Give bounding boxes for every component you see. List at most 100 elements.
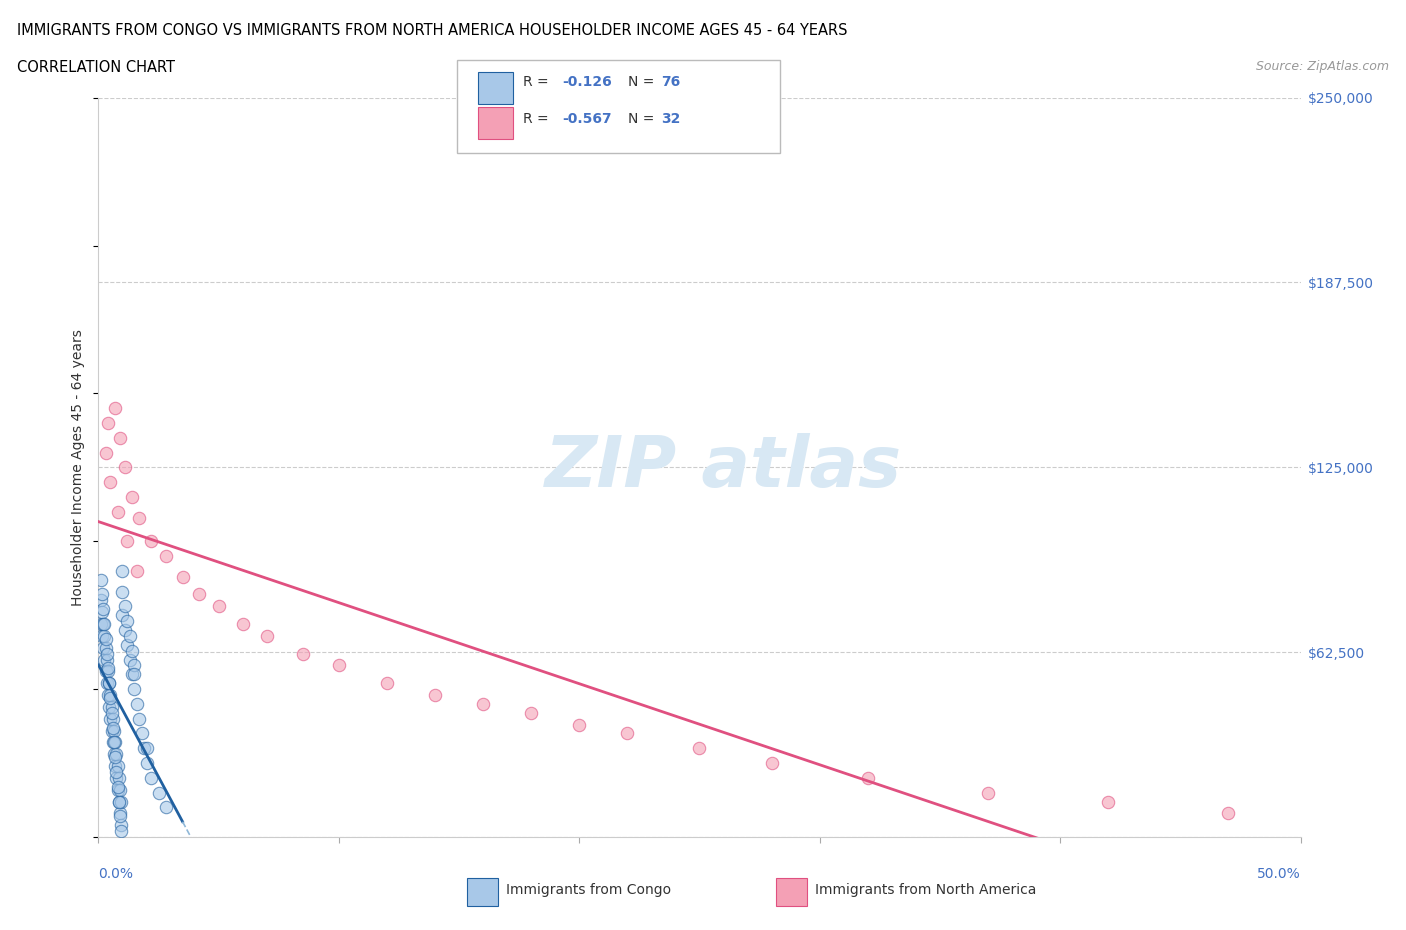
Point	[125, 564, 148, 578]
Point	[131, 726, 153, 741]
Point	[1097, 794, 1119, 809]
Point	[107, 779, 129, 794]
Text: R =: R =	[523, 75, 553, 89]
Point	[977, 785, 1000, 800]
Point	[110, 817, 132, 832]
Point	[105, 764, 128, 779]
Point	[90, 572, 112, 587]
Point	[616, 726, 638, 741]
Point	[110, 824, 132, 839]
Point	[108, 809, 131, 824]
Point	[91, 640, 114, 655]
Point	[94, 640, 117, 655]
Point	[761, 755, 783, 770]
Text: CORRELATION CHART: CORRELATION CHART	[17, 60, 174, 75]
Point	[100, 687, 122, 702]
Point	[103, 724, 125, 738]
Point	[100, 691, 122, 706]
Point	[103, 735, 125, 750]
Point	[117, 534, 139, 549]
Point	[856, 770, 879, 785]
Point	[520, 705, 543, 720]
Point	[135, 741, 157, 756]
Point	[103, 747, 125, 762]
Point	[128, 711, 150, 726]
Point	[117, 637, 139, 652]
Point	[135, 755, 157, 770]
Point	[104, 401, 127, 416]
Point	[98, 676, 121, 691]
Text: N =: N =	[628, 75, 659, 89]
Point	[111, 584, 134, 599]
Point	[90, 593, 112, 608]
Point	[232, 617, 254, 631]
Point	[121, 644, 143, 658]
Point	[96, 652, 118, 667]
Point	[117, 614, 139, 629]
Text: -0.126: -0.126	[562, 75, 612, 89]
Point	[93, 617, 115, 631]
Point	[111, 564, 134, 578]
Point	[375, 676, 398, 691]
Point	[689, 741, 711, 756]
Point	[98, 699, 121, 714]
Text: R =: R =	[523, 112, 553, 126]
Point	[91, 604, 114, 619]
Point	[91, 617, 114, 631]
Text: 50.0%: 50.0%	[1257, 867, 1301, 881]
Point	[104, 759, 127, 774]
Point	[188, 587, 211, 602]
Point	[100, 474, 122, 489]
Point	[104, 750, 127, 764]
Point	[124, 667, 146, 682]
Point	[105, 770, 128, 785]
Point	[155, 800, 177, 815]
Point	[110, 794, 132, 809]
Point	[141, 770, 163, 785]
Point	[108, 794, 131, 809]
Text: -0.567: -0.567	[562, 112, 612, 126]
Point	[91, 629, 114, 644]
Point	[101, 735, 124, 750]
Point	[104, 735, 127, 750]
Text: 76: 76	[661, 75, 681, 89]
Point	[118, 629, 141, 644]
Point	[108, 770, 131, 785]
Point	[107, 759, 129, 774]
Point	[108, 794, 131, 809]
Point	[155, 549, 177, 564]
Point	[107, 504, 129, 519]
Point	[141, 534, 163, 549]
Point	[568, 717, 591, 732]
Point	[172, 569, 194, 584]
Point	[108, 806, 131, 821]
Text: 32: 32	[661, 112, 681, 126]
Point	[132, 741, 155, 756]
Text: Source: ZipAtlas.com: Source: ZipAtlas.com	[1256, 60, 1389, 73]
Text: 0.0%: 0.0%	[98, 867, 134, 881]
Point	[90, 617, 112, 631]
Point	[208, 599, 231, 614]
Point	[125, 697, 148, 711]
Point	[96, 646, 118, 661]
Point	[114, 460, 136, 475]
Point	[111, 608, 134, 623]
Text: Immigrants from Congo: Immigrants from Congo	[506, 883, 671, 897]
Text: Immigrants from North America: Immigrants from North America	[815, 883, 1036, 897]
Point	[94, 664, 117, 679]
Point	[101, 720, 124, 735]
Point	[256, 629, 278, 644]
Point	[328, 658, 350, 673]
Point	[100, 699, 122, 714]
Point	[423, 687, 446, 702]
Point	[105, 747, 128, 762]
Point	[100, 724, 122, 738]
Point	[114, 622, 136, 637]
Text: N =: N =	[628, 112, 659, 126]
Point	[121, 489, 143, 504]
Point	[108, 431, 131, 445]
Point	[124, 682, 146, 697]
Point	[98, 676, 121, 691]
Point	[291, 646, 314, 661]
Point	[114, 599, 136, 614]
